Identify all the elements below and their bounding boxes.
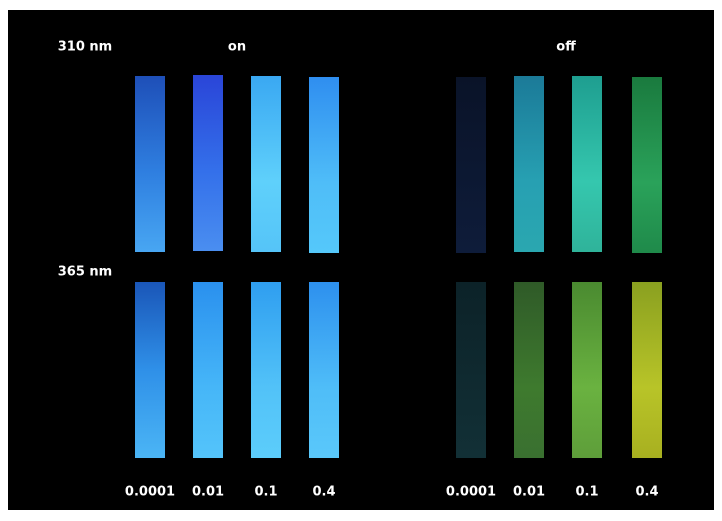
- figure-panel: 310 nm 365 nm on off 0.0001 0.01 0.1 0.4 0.0…: [8, 10, 714, 510]
- sample-strip: [456, 77, 486, 253]
- sample-strip: [572, 282, 602, 458]
- concentration-label: 0.0001: [446, 485, 496, 500]
- concentration-label: 0.01: [192, 485, 224, 500]
- row-label: 310 nm: [58, 40, 112, 55]
- sample-strip: [193, 282, 223, 458]
- sample-strip: [251, 76, 281, 252]
- row-label: 365 nm: [58, 265, 112, 280]
- sample-strip: [251, 282, 281, 458]
- concentration-label: 0.1: [575, 485, 598, 500]
- concentration-label: 0.0001: [125, 485, 175, 500]
- sample-strip: [309, 282, 339, 458]
- state-label: off: [556, 40, 575, 55]
- sample-strip: [193, 75, 223, 251]
- sample-strip: [572, 76, 602, 252]
- sample-strip: [632, 77, 662, 253]
- sample-strip: [632, 282, 662, 458]
- concentration-label: 0.4: [635, 485, 658, 500]
- concentration-label: 0.1: [254, 485, 277, 500]
- sample-strip: [135, 76, 165, 252]
- concentration-label: 0.4: [312, 485, 335, 500]
- page: 310 nm 365 nm on off 0.0001 0.01 0.1 0.4 0.0…: [0, 0, 722, 521]
- sample-strip: [135, 282, 165, 458]
- sample-strip: [309, 77, 339, 253]
- sample-strip: [456, 282, 486, 458]
- concentration-label: 0.01: [513, 485, 545, 500]
- state-label: on: [228, 40, 246, 55]
- sample-strip: [514, 282, 544, 458]
- sample-strip: [514, 76, 544, 252]
